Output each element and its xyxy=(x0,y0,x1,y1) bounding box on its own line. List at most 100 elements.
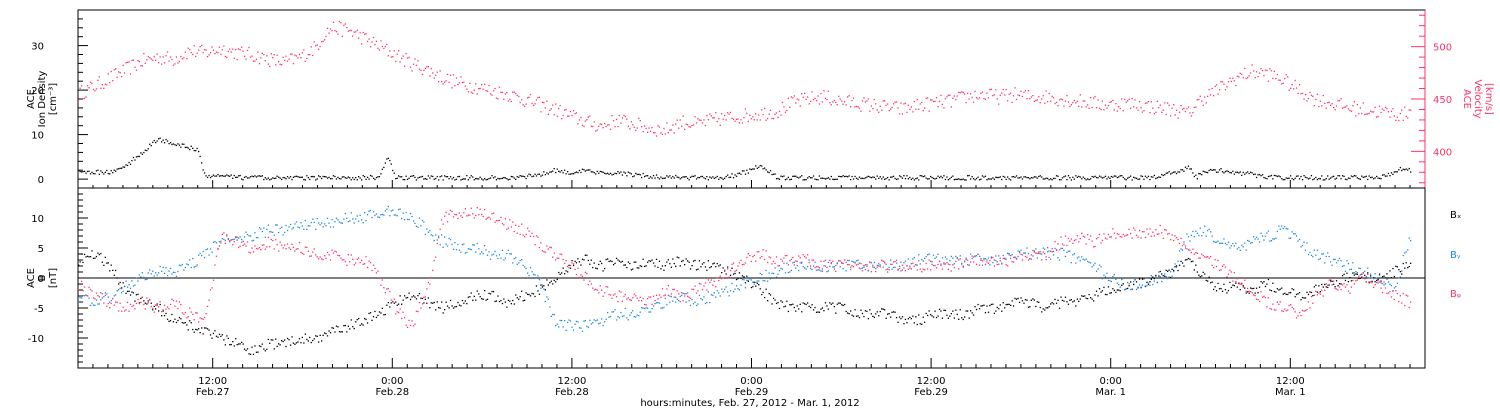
velocity-point xyxy=(263,54,265,56)
bz-point xyxy=(695,292,698,294)
density-point xyxy=(1223,172,1225,174)
by-point xyxy=(279,227,281,230)
velocity-point xyxy=(1371,111,1373,113)
bx-point xyxy=(371,319,373,321)
density-point xyxy=(1131,179,1133,181)
bz-point xyxy=(1167,233,1169,235)
by-point xyxy=(452,248,455,250)
by-point xyxy=(295,221,298,223)
velocity-point xyxy=(1327,102,1329,104)
by-point xyxy=(123,285,126,288)
velocity-point xyxy=(552,104,554,106)
density-point xyxy=(270,178,272,180)
velocity-tick-label: 500 xyxy=(1433,43,1452,54)
velocity-point xyxy=(278,61,280,63)
by-point xyxy=(281,226,283,228)
density-point xyxy=(1352,176,1354,178)
density-point xyxy=(458,175,461,178)
by-point xyxy=(1318,258,1320,261)
by-point xyxy=(1087,260,1089,263)
density-point xyxy=(442,179,444,181)
density-point xyxy=(301,176,303,178)
by-point xyxy=(404,219,406,221)
bx-point xyxy=(313,338,315,340)
velocity-point xyxy=(415,64,418,66)
by-point xyxy=(119,287,121,289)
density-point xyxy=(884,178,886,180)
bz-point xyxy=(581,275,584,277)
velocity-point xyxy=(232,48,234,50)
velocity-point xyxy=(1401,109,1403,111)
by-point xyxy=(1284,226,1286,228)
velocity-point xyxy=(664,133,666,135)
bx-point xyxy=(540,284,542,286)
density-point xyxy=(756,167,758,169)
velocity-point xyxy=(267,63,269,65)
bz-point xyxy=(315,254,317,256)
bx-point xyxy=(263,348,265,350)
by-point xyxy=(1331,264,1333,266)
velocity-point xyxy=(647,131,649,133)
bz-point xyxy=(1322,295,1324,297)
bz-point xyxy=(578,276,581,279)
by-point xyxy=(343,218,345,220)
by-point xyxy=(946,258,948,260)
bz-point xyxy=(836,263,838,265)
bx-point xyxy=(661,265,664,267)
by-point xyxy=(171,273,173,275)
by-point xyxy=(1115,278,1117,281)
bz-point xyxy=(1098,233,1101,236)
density-point xyxy=(181,143,183,145)
velocity-point xyxy=(1293,88,1295,90)
velocity-point xyxy=(996,98,998,100)
velocity-point xyxy=(174,63,176,65)
bz-point xyxy=(796,260,798,263)
velocity-point xyxy=(246,49,249,52)
bz-point xyxy=(1137,236,1139,238)
velocity-point xyxy=(304,60,306,62)
density-point xyxy=(928,178,930,180)
density-point xyxy=(106,169,108,172)
velocity-point xyxy=(1012,95,1015,97)
density-point xyxy=(1106,178,1108,180)
by-point xyxy=(689,304,692,307)
bz-point xyxy=(1301,309,1304,312)
velocity-point xyxy=(103,87,105,89)
by-point xyxy=(427,231,429,233)
bx-point xyxy=(325,333,327,335)
velocity-point xyxy=(146,59,148,61)
density-point xyxy=(1353,175,1355,177)
bx-point xyxy=(644,265,646,268)
bx-point xyxy=(750,286,752,289)
bz-point xyxy=(1202,255,1204,257)
bz-point xyxy=(833,268,835,270)
velocity-point xyxy=(1352,105,1354,107)
by-point xyxy=(318,222,320,224)
by-point xyxy=(965,257,967,259)
by-point xyxy=(645,307,647,309)
bz-point xyxy=(850,268,852,271)
bz-point xyxy=(278,250,280,252)
by-point xyxy=(810,267,812,269)
bx-point xyxy=(1033,299,1035,301)
bx-point xyxy=(405,297,407,299)
density-point xyxy=(1232,170,1234,172)
by-point xyxy=(266,228,268,230)
velocity-point xyxy=(1064,100,1067,102)
bz-point xyxy=(209,289,212,291)
bz-point xyxy=(897,268,899,271)
bx-point xyxy=(895,317,898,319)
bz-point xyxy=(854,262,856,264)
velocity-point xyxy=(1042,95,1044,97)
bz-point xyxy=(732,262,735,264)
velocity-point xyxy=(1072,102,1074,104)
velocity-point xyxy=(1128,98,1130,100)
bz-point xyxy=(273,248,275,250)
bz-point xyxy=(842,262,844,265)
by-point xyxy=(347,220,349,223)
velocity-point xyxy=(1073,99,1075,102)
density-point xyxy=(214,175,216,177)
bx-point xyxy=(1164,275,1166,277)
bx-point xyxy=(1293,289,1295,291)
density-point xyxy=(549,171,551,173)
